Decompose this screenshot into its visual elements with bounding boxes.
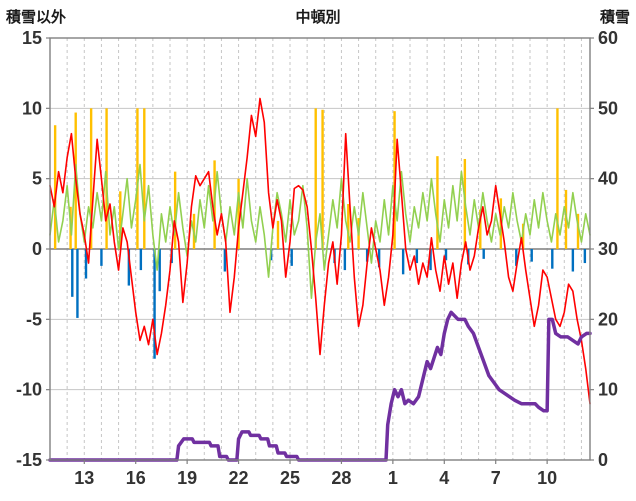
right-axis-title: 積雪 <box>599 9 630 26</box>
left-axis-tick-labels: 15 10 5 0 -5 -10 -15 <box>16 28 50 470</box>
svg-text:28: 28 <box>331 468 351 488</box>
svg-text:-5: -5 <box>26 309 42 329</box>
svg-text:7: 7 <box>491 468 501 488</box>
series-green-line <box>49 163 591 300</box>
left-axis-title: 積雪以外 <box>6 9 67 26</box>
svg-text:15: 15 <box>22 28 42 48</box>
svg-text:10: 10 <box>537 468 557 488</box>
x-axis-tick-labels: 13 16 19 22 25 28 1 4 7 10 <box>74 460 557 488</box>
chart-title: 中頓別 <box>295 9 341 26</box>
svg-text:-10: -10 <box>16 380 42 400</box>
svg-text:1: 1 <box>388 468 398 488</box>
svg-text:10: 10 <box>598 380 618 400</box>
svg-text:20: 20 <box>598 309 618 329</box>
svg-text:16: 16 <box>126 468 146 488</box>
chart-header: 積雪以外 中頓別 積雪 <box>0 6 636 28</box>
svg-text:0: 0 <box>32 239 42 259</box>
svg-text:40: 40 <box>598 169 618 189</box>
series-purple-snow-depth-line <box>48 310 592 462</box>
svg-text:0: 0 <box>598 450 608 470</box>
svg-text:-15: -15 <box>16 450 42 470</box>
svg-text:4: 4 <box>439 468 449 488</box>
svg-text:30: 30 <box>598 239 618 259</box>
svg-text:22: 22 <box>229 468 249 488</box>
svg-text:50: 50 <box>598 98 618 118</box>
svg-text:19: 19 <box>177 468 197 488</box>
right-axis-tick-labels: 60 50 40 30 20 10 0 <box>590 28 618 470</box>
svg-text:5: 5 <box>32 169 42 189</box>
svg-text:60: 60 <box>598 28 618 48</box>
series-red-line <box>49 97 591 405</box>
svg-text:10: 10 <box>22 98 42 118</box>
svg-text:13: 13 <box>74 468 94 488</box>
svg-text:25: 25 <box>280 468 300 488</box>
